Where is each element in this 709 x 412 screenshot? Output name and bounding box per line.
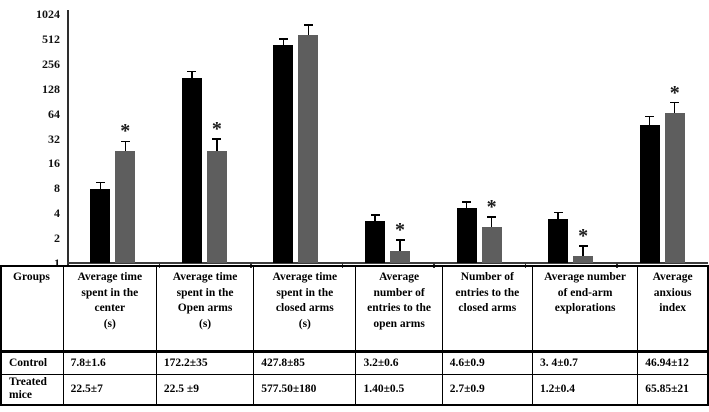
error-bar-cap <box>120 140 130 143</box>
error-bar-cap <box>578 245 588 247</box>
error-bar-stem <box>399 239 401 251</box>
error-bar-cap <box>670 101 680 104</box>
y-axis-tick-label: 128 <box>42 81 60 96</box>
header-row: Groups Average time spent in the center (… <box>0 265 709 353</box>
value-cell-0-0: 7.8±1.6 <box>62 350 157 375</box>
significance-star: * <box>486 195 497 218</box>
significance-star: * <box>395 218 405 241</box>
value-cell-1-1: 22.5 ±9 <box>155 373 255 406</box>
bar-control-4 <box>456 208 477 263</box>
y-axis-tick-label: 256 <box>42 56 60 71</box>
error-bar-stem <box>374 215 376 222</box>
data-table: Groups Average time spent in the center (… <box>0 265 709 406</box>
column-header-cell-0: Average time spent in the center (s) <box>62 265 157 353</box>
bar-control-5 <box>548 219 569 263</box>
significance-star: * <box>211 118 222 141</box>
value-cell-0-6: 46.94±12 <box>637 350 709 375</box>
error-bar-stem <box>673 102 676 113</box>
bar-control-1 <box>181 78 202 263</box>
column-header-cell-5: Average number of end-arm explorations <box>531 265 639 353</box>
error-bar-stem <box>216 139 218 152</box>
column-header-cell-3: Average number of entries to the open ar… <box>355 265 443 353</box>
y-axis-tick-label: 512 <box>42 31 60 46</box>
table-header-row: Groups Average time spent in the center (… <box>0 265 709 353</box>
column-header-cell-4: Number of entries to the closed arms <box>441 265 533 353</box>
value-cell-1-3: 1.40±0.5 <box>355 373 443 406</box>
value-cell-1-2: 577.50±180 <box>253 373 357 406</box>
bar-control-6 <box>639 124 660 263</box>
significance-star: * <box>120 120 131 143</box>
bar-treated-mice-2 <box>298 34 319 263</box>
error-bar-cap <box>553 211 563 214</box>
error-bar-stem <box>648 116 651 125</box>
value-cell-0-2: 427.8±85 <box>253 350 357 375</box>
bar-treated-mice-1 <box>206 151 227 263</box>
error-bar-cap <box>212 138 222 140</box>
value-cell-0-3: 3.2±0.6 <box>355 350 443 375</box>
value-cell-0-5: 3. 4±0.7 <box>531 350 639 375</box>
bar-treated-mice-0 <box>115 151 136 263</box>
error-bar-cap <box>187 70 197 73</box>
y-axis-tick-label: 32 <box>48 131 60 146</box>
y-axis-tick-label: 8 <box>54 181 60 196</box>
error-bar-stem <box>465 201 468 209</box>
table-body: Control 7.8±1.6 172.2±35 427.8±85 3.2±0.6 4.6… <box>0 350 709 406</box>
bar-treated-mice-5 <box>573 256 594 263</box>
error-bar-cap <box>645 115 655 118</box>
bar-control-3 <box>365 221 385 263</box>
value-cell-1-5: 1.2±0.4 <box>531 373 639 406</box>
error-bar-cap <box>95 181 105 184</box>
error-bar-stem <box>557 212 559 220</box>
value-cell-0-4: 4.6±0.9 <box>441 350 533 375</box>
column-header-cell-6: Average anxious index <box>637 265 709 353</box>
bar-treated-mice-6 <box>664 112 685 263</box>
error-bar-stem <box>99 182 102 190</box>
error-bar-cap <box>395 239 405 241</box>
error-bar-cap <box>462 200 472 203</box>
groups-header-cell: Groups <box>0 265 64 353</box>
y-axis-tick-label: 64 <box>48 106 60 121</box>
table-row-treated: Treated mice 22.5±7 22.5 ±9 577.50±180 1.40±… <box>0 373 709 406</box>
bar-control-0 <box>90 189 111 263</box>
error-bar-cap <box>487 216 497 218</box>
value-cell-1-6: 65.85±21 <box>637 373 709 406</box>
error-bar-stem <box>307 24 310 35</box>
error-bar-stem <box>124 141 127 152</box>
column-header-cell-1: Average time spent in the Open arms (s) <box>155 265 255 353</box>
bar-treated-mice-3 <box>390 250 410 263</box>
x-axis-line <box>67 261 708 264</box>
value-cell-0-1: 172.2±35 <box>155 350 255 375</box>
error-bar-cap <box>370 214 380 216</box>
error-bar-stem <box>582 246 584 257</box>
error-bar-cap <box>303 24 313 26</box>
table-row-control: Control 7.8±1.6 172.2±35 427.8±85 3.2±0.6 4.6… <box>0 350 709 375</box>
bar-chart: 1 2 4 8 16 32 64 128 256 512 1024 * * * * * * <box>36 7 708 270</box>
y-axis-tick-label: 1024 <box>36 7 60 21</box>
group-name-cell: Control <box>0 350 64 375</box>
y-axis-tick-label: 16 <box>48 156 60 171</box>
error-bar-stem <box>191 71 193 79</box>
bar-treated-mice-4 <box>481 227 502 263</box>
y-axis-line <box>67 10 69 265</box>
y-axis-tick-label: 2 <box>54 231 60 246</box>
error-bar-stem <box>490 216 493 228</box>
error-bar-cap <box>278 38 288 40</box>
value-cell-1-4: 2.7±0.9 <box>441 373 533 406</box>
significance-star: * <box>669 81 680 104</box>
significance-star: * <box>578 225 589 248</box>
y-axis-tick-label: 4 <box>54 206 60 221</box>
column-header-cell-2: Average time spent in the closed arms (s… <box>253 265 357 353</box>
value-cell-1-0: 22.5±7 <box>62 373 157 406</box>
error-bar-stem <box>282 38 285 46</box>
bar-control-2 <box>273 45 294 263</box>
group-name-cell: Treated mice <box>0 373 64 406</box>
y-axis-tick-label: 1 <box>54 256 60 270</box>
